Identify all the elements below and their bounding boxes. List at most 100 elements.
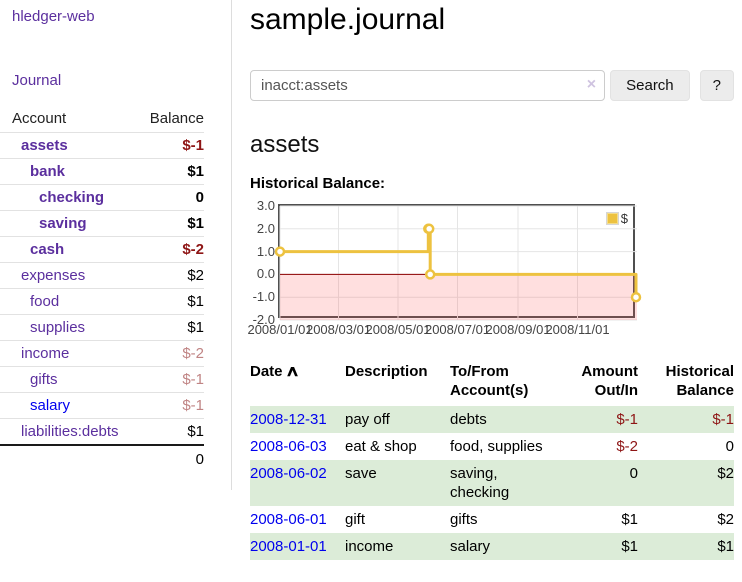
balance-column-header: Balance (149, 110, 204, 127)
account-balance: $-2 (182, 241, 204, 258)
account-link-cash[interactable]: cash (30, 241, 65, 258)
brand-link[interactable]: hledger-web (12, 8, 95, 25)
transaction-description: income (345, 533, 450, 560)
transaction-amount: $1 (562, 533, 638, 560)
chart-plot-area (274, 205, 642, 321)
search-form: × Search ? (250, 70, 734, 101)
chart-title: Historical Balance: (250, 175, 386, 192)
transaction-amount: $1 (621, 511, 638, 528)
accounts-column-header-main: To/From Account(s) (450, 363, 529, 399)
historical-balance-column-header: Historical Balance (665, 363, 734, 399)
search-box: × (250, 70, 606, 101)
nav-journal-link[interactable]: Journal (12, 72, 62, 89)
x-axis-tick-label: 2008/09/01 (485, 322, 551, 337)
transaction-accounts: gifts (450, 511, 478, 528)
legend-swatch-icon (605, 212, 619, 225)
account-balance: $-2 (182, 345, 204, 362)
account-link-assets[interactable]: assets (21, 137, 68, 154)
account-link-bank[interactable]: bank (30, 163, 66, 180)
account-balance: $1 (187, 319, 204, 336)
account-link-food[interactable]: food (30, 293, 60, 310)
y-axis-tick-label: -2.0 (252, 312, 275, 327)
account-balance: $2 (187, 267, 204, 284)
accounts-total-row: 0 (0, 445, 204, 472)
transaction-date-link[interactable]: 2008-06-01 (250, 511, 327, 528)
y-axis-tick-label: 3.0 (256, 198, 275, 213)
search-input[interactable] (250, 70, 606, 101)
account-row: income $-2 (0, 340, 204, 367)
transaction-amount: $-2 (616, 438, 638, 455)
account-link-saving[interactable]: saving (39, 215, 87, 232)
transaction-date-link[interactable]: 2008-01-01 (250, 538, 327, 555)
description-column-header: Description (345, 363, 428, 380)
account-row: assets $-1 (0, 132, 204, 159)
account-row: gifts $-1 (0, 366, 204, 393)
account-link-checking[interactable]: checking (39, 189, 105, 206)
account-balance: $-1 (182, 137, 204, 154)
account-link-expenses[interactable]: expenses (21, 267, 86, 284)
accounts-table: Account Balance assets $-1 bank $1 checking 0… (0, 108, 204, 472)
transaction-row: 2008-12-31 pay off debts $-1 $-1 (250, 406, 734, 433)
account-balance: $1 (187, 423, 204, 440)
transaction-balance: 0 (725, 438, 734, 455)
transaction-amount: 0 (562, 460, 638, 506)
accounts-column-header: Account (12, 110, 67, 127)
x-axis-tick-label: 2008/03/01 (305, 322, 372, 337)
transaction-row: 2008-01-01 income salary $1 $1 (250, 533, 734, 560)
transaction-accounts: debts (450, 406, 562, 433)
account-balance: $1 (187, 215, 204, 232)
account-link-liabilities-debts[interactable]: liabilities:debts (21, 423, 119, 440)
account-row: cash $-2 (0, 236, 204, 263)
y-axis-tick-label: 1.0 (256, 243, 275, 259)
transaction-balance: $1 (638, 533, 734, 560)
transaction-balance: $-1 (638, 406, 734, 433)
account-link-salary[interactable]: salary (30, 397, 71, 414)
sort-ascending-icon: ∧ (284, 363, 300, 380)
sidebar: hledger-web Journal Account Balance asse… (0, 0, 232, 490)
x-axis-tick-label: 2008/05/01 (365, 322, 431, 337)
account-link-income[interactable]: income (21, 345, 70, 362)
account-balance: $-1 (182, 371, 204, 388)
account-row: saving $1 (0, 210, 204, 237)
account-row: liabilities:debts $1 (0, 418, 204, 446)
transaction-description: eat & shop (345, 438, 417, 455)
account-link-supplies[interactable]: supplies (30, 319, 86, 336)
x-axis-tick-label: 2008/07/01 (424, 322, 491, 337)
amount-column-header: Amount Out/In (581, 363, 638, 399)
transaction-description: pay off (345, 406, 450, 433)
date-column-header[interactable]: Date ∧ (250, 363, 300, 380)
balance-chart: $ 3.0 2.0 1.0 0.0 -1.0 -2.0 2008/01/01 2008/03/… (247, 198, 642, 337)
page-title: sample.journal (250, 3, 446, 36)
transaction-accounts: food, supplies (450, 438, 543, 455)
y-axis-tick-label: 0.0 (256, 266, 275, 282)
account-row: expenses $2 (0, 262, 204, 289)
account-link-gifts[interactable]: gifts (30, 371, 58, 388)
transaction-amount: $-1 (562, 406, 638, 433)
account-balance: $1 (187, 293, 204, 310)
accounts-total-value: 0 (195, 451, 204, 468)
y-axis-tick-label: -1.0 (252, 289, 275, 305)
search-button[interactable]: Search (610, 70, 690, 101)
account-row: salary $-1 (0, 392, 204, 419)
x-axis-tick-label: 2008/11/01 (545, 322, 610, 337)
account-row: food $1 (0, 288, 204, 315)
transaction-description: gift (345, 511, 366, 528)
chart-legend: $ (605, 211, 628, 226)
transaction-date-link[interactable]: 2008-12-31 (250, 411, 327, 428)
transaction-description: save (345, 460, 450, 506)
register-table: Date ∧ Description To/From Account(s) Amo… (250, 360, 734, 560)
clear-search-icon[interactable]: × (586, 76, 597, 93)
transaction-balance: $2 (638, 460, 734, 506)
help-button[interactable]: ? (699, 70, 734, 101)
transaction-balance: $2 (717, 511, 734, 528)
transaction-row: 2008-06-03 eat & shop food, supplies $-2 0 (250, 433, 734, 460)
account-row: checking 0 (0, 184, 204, 211)
transaction-date-link[interactable]: 2008-06-02 (250, 465, 327, 482)
account-balance: $1 (187, 163, 204, 180)
transaction-row: 2008-06-02 save saving, checking 0 $2 (250, 460, 734, 506)
account-balance: $-1 (182, 397, 204, 414)
x-axis-tick-label: 2008/01/01 (247, 322, 313, 337)
transaction-accounts: saving, checking (450, 460, 562, 506)
main-content: sample.journal × Search ? assets Histori… (247, 0, 742, 560)
transaction-date-link[interactable]: 2008-06-03 (250, 438, 327, 455)
